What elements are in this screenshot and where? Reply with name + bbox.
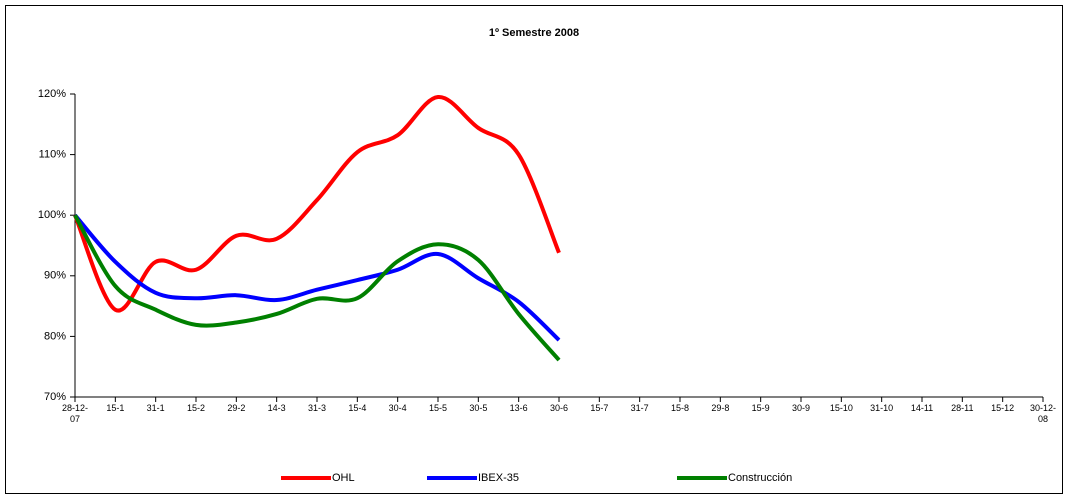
y-tick-label: 70% xyxy=(44,391,66,403)
x-tick-label: 15-7 xyxy=(590,403,609,413)
x-tick-label: 31-7 xyxy=(630,403,649,413)
x-tick-label: 30-12-08 xyxy=(1029,403,1056,424)
x-tick-label: 31-10 xyxy=(870,403,894,413)
legend-label: Construcción xyxy=(728,472,792,484)
x-tick-label: 31-1 xyxy=(146,403,165,413)
y-tick-label: 120% xyxy=(38,88,66,100)
chart-title: 1º Semestre 2008 xyxy=(489,27,579,39)
x-tick-label: 15-9 xyxy=(751,403,770,413)
x-tick-label: 28-11 xyxy=(951,403,974,413)
legend-label: IBEX-35 xyxy=(478,472,519,484)
x-tick-label: 14-11 xyxy=(910,403,934,413)
x-tick-label: 31-3 xyxy=(307,403,326,413)
y-tick-label: 100% xyxy=(38,209,66,221)
x-tick-label: 13-6 xyxy=(509,403,528,413)
x-tick-label: 30-5 xyxy=(469,403,488,413)
x-tick-label: 15-4 xyxy=(348,403,367,413)
x-tick-label: 15-2 xyxy=(186,403,205,413)
series-line xyxy=(73,213,561,342)
x-tick-label: 15-8 xyxy=(670,403,689,413)
x-tick-label: 28-12-07 xyxy=(61,403,88,424)
x-tick-label: 30-6 xyxy=(549,403,568,413)
y-tick-label: 110% xyxy=(39,149,67,161)
x-tick-label: 30-4 xyxy=(388,403,407,413)
x-tick-label: 29-2 xyxy=(227,403,246,413)
x-tick-label: 15-12 xyxy=(991,403,1015,413)
series-line xyxy=(73,214,561,362)
x-tick-label: 30-9 xyxy=(791,403,810,413)
y-tick-label: 90% xyxy=(44,270,66,282)
x-tick-label: 29-8 xyxy=(711,403,730,413)
x-tick-label: 15-1 xyxy=(106,403,125,413)
x-tick-label: 15-5 xyxy=(428,403,447,413)
chart-frame xyxy=(5,5,1063,494)
x-tick-label: 14-3 xyxy=(267,403,286,413)
x-tick-label: 15-10 xyxy=(829,403,853,413)
legend-label: OHL xyxy=(332,472,355,484)
y-tick-label: 80% xyxy=(44,330,66,342)
series-line xyxy=(73,95,561,313)
